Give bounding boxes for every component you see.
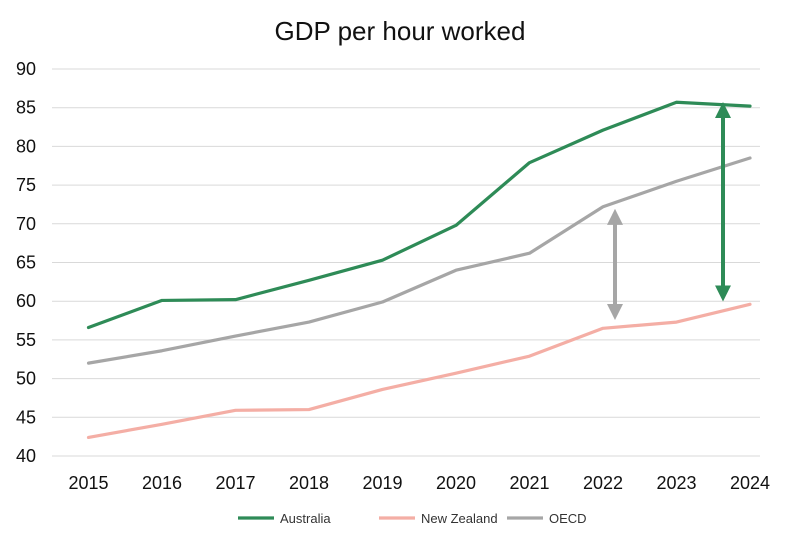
- x-tick-label: 2015: [68, 473, 108, 493]
- data-point: [529, 253, 530, 254]
- data-point: [603, 328, 604, 329]
- x-tick-label: 2016: [142, 473, 182, 493]
- y-tick-label: 40: [16, 446, 36, 466]
- y-tick-label: 45: [16, 407, 36, 427]
- y-tick-label: 50: [16, 369, 36, 389]
- data-point: [235, 410, 236, 411]
- data-point: [750, 304, 751, 305]
- data-point: [88, 327, 89, 328]
- x-tick-label: 2020: [436, 473, 476, 493]
- data-point: [456, 270, 457, 271]
- data-point: [309, 409, 310, 410]
- data-point: [456, 225, 457, 226]
- data-point: [676, 102, 677, 103]
- x-tick-label: 2023: [656, 473, 696, 493]
- data-point: [235, 299, 236, 300]
- data-point: [162, 424, 163, 425]
- legend-label: Australia: [280, 511, 331, 526]
- data-point: [676, 181, 677, 182]
- y-tick-label: 75: [16, 175, 36, 195]
- data-point: [88, 363, 89, 364]
- x-tick-label: 2018: [289, 473, 329, 493]
- y-tick-label: 85: [16, 98, 36, 118]
- y-axis-ticks: 40 45 50 55 60 65 70 75 80 85 90: [16, 59, 36, 466]
- series-lines: [86, 100, 752, 440]
- legend: Australia New Zealand OECD: [238, 511, 587, 526]
- data-point: [529, 162, 530, 163]
- annotations: [607, 102, 731, 321]
- x-tick-label: 2019: [362, 473, 402, 493]
- data-point: [750, 106, 751, 107]
- data-point: [309, 322, 310, 323]
- y-tick-label: 90: [16, 59, 36, 79]
- data-point: [382, 301, 383, 302]
- x-tick-label: 2022: [583, 473, 623, 493]
- data-point: [676, 322, 677, 323]
- gridlines: [52, 68, 760, 457]
- legend-label: OECD: [549, 511, 587, 526]
- data-point: [162, 300, 163, 301]
- data-point: [603, 130, 604, 131]
- data-point: [88, 437, 89, 438]
- series-line-oecd: [86, 156, 752, 365]
- data-point: [603, 206, 604, 207]
- data-point: [382, 389, 383, 390]
- x-axis-ticks: 2015 2016 2017 2018 2019 2020 2021 2022 2023 2024: [68, 473, 770, 493]
- series-line-new-zealand: [86, 302, 752, 440]
- x-tick-label: 2021: [509, 473, 549, 493]
- data-point: [750, 158, 751, 159]
- x-tick-label: 2017: [215, 473, 255, 493]
- chart-title: GDP per hour worked: [275, 16, 526, 46]
- x-tick-label: 2024: [730, 473, 770, 493]
- data-point: [235, 336, 236, 337]
- data-point: [529, 356, 530, 357]
- data-point: [309, 280, 310, 281]
- legend-label: New Zealand: [421, 511, 498, 526]
- data-point: [162, 350, 163, 351]
- y-tick-label: 60: [16, 291, 36, 311]
- data-point: [456, 373, 457, 374]
- y-tick-label: 80: [16, 136, 36, 156]
- series-line-australia: [86, 100, 752, 330]
- y-tick-label: 70: [16, 214, 36, 234]
- y-tick-label: 55: [16, 330, 36, 350]
- y-tick-label: 65: [16, 253, 36, 273]
- data-point: [382, 260, 383, 261]
